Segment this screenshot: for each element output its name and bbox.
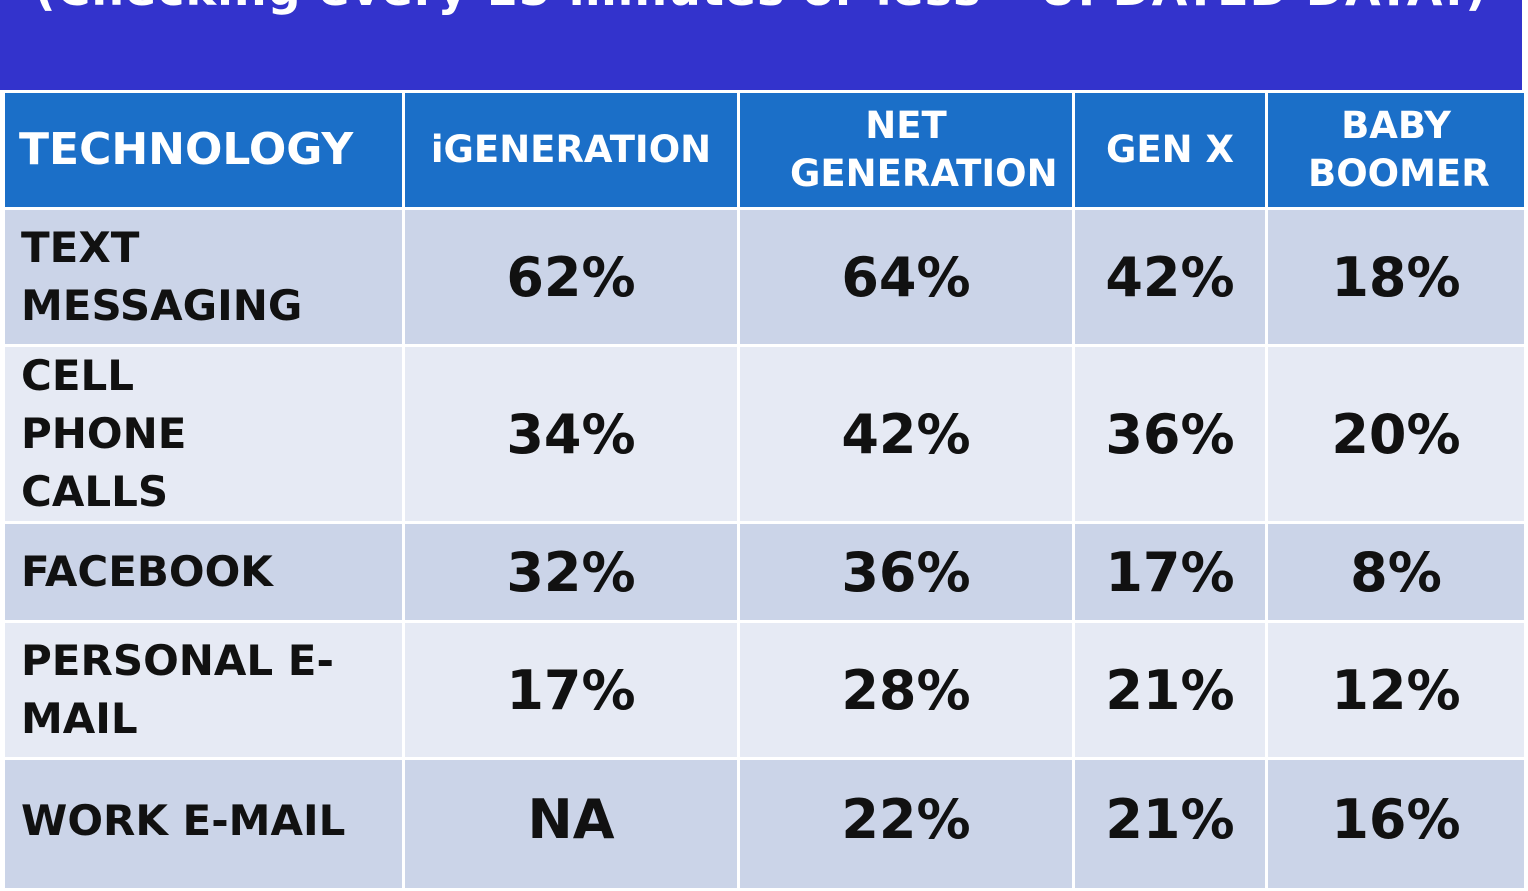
header-technology: TECHNOLOGY bbox=[2, 90, 405, 210]
row-label-cell-phone-calls: CELL PHONE CALLS bbox=[2, 344, 405, 524]
row-label-text-messaging: TEXT MESSAGING bbox=[2, 207, 405, 347]
table-header-row: TECHNOLOGY iGENERATION NET GENERATION GE… bbox=[2, 90, 1527, 210]
header-baby-boomer: BABY BOOMER bbox=[1265, 90, 1527, 210]
cell-net-generation: 36% bbox=[737, 521, 1075, 623]
banner-title: (Checking every 15 minutes or less – UPD… bbox=[0, 0, 1522, 16]
cell-gen-x: 36% bbox=[1072, 344, 1268, 524]
cell-baby-boomer: 16% bbox=[1265, 757, 1527, 891]
cell-gen-x: 21% bbox=[1072, 620, 1268, 760]
table-row: TEXT MESSAGING 62% 64% 42% 18% bbox=[2, 207, 1527, 347]
cell-baby-boomer: 20% bbox=[1265, 344, 1527, 524]
cell-net-generation: 64% bbox=[737, 207, 1075, 347]
row-label-personal-email: PERSONAL E-MAIL bbox=[2, 620, 405, 760]
cell-baby-boomer: 18% bbox=[1265, 207, 1527, 347]
cell-igeneration: 34% bbox=[402, 344, 740, 524]
cell-net-generation: 28% bbox=[737, 620, 1075, 760]
row-label-work-email: WORK E-MAIL bbox=[2, 757, 405, 891]
cell-gen-x: 21% bbox=[1072, 757, 1268, 891]
cell-baby-boomer: 8% bbox=[1265, 521, 1527, 623]
table-row: PERSONAL E-MAIL 17% 28% 21% 12% bbox=[2, 620, 1527, 760]
header-gen-x: GEN X bbox=[1072, 90, 1268, 210]
cell-igeneration: 62% bbox=[402, 207, 740, 347]
data-table-container: TECHNOLOGY iGENERATION NET GENERATION GE… bbox=[2, 90, 1527, 891]
table-row: WORK E-MAIL NA 22% 21% 16% bbox=[2, 757, 1527, 891]
cell-igeneration: 32% bbox=[402, 521, 740, 623]
table-row: FACEBOOK 32% 36% 17% 8% bbox=[2, 521, 1527, 623]
table-row: CELL PHONE CALLS 34% 42% 36% 20% bbox=[2, 344, 1527, 524]
cell-gen-x: 17% bbox=[1072, 521, 1268, 623]
cell-net-generation: 22% bbox=[737, 757, 1075, 891]
cell-igeneration: 17% bbox=[402, 620, 740, 760]
cell-net-generation: 42% bbox=[737, 344, 1075, 524]
title-banner: (Checking every 15 minutes or less – UPD… bbox=[0, 0, 1522, 90]
row-label-facebook: FACEBOOK bbox=[2, 521, 405, 623]
header-igeneration: iGENERATION bbox=[402, 90, 740, 210]
header-net-generation: NET GENERATION bbox=[737, 90, 1075, 210]
technology-usage-table: TECHNOLOGY iGENERATION NET GENERATION GE… bbox=[2, 90, 1527, 891]
cell-baby-boomer: 12% bbox=[1265, 620, 1527, 760]
cell-igeneration: NA bbox=[402, 757, 740, 891]
cell-gen-x: 42% bbox=[1072, 207, 1268, 347]
